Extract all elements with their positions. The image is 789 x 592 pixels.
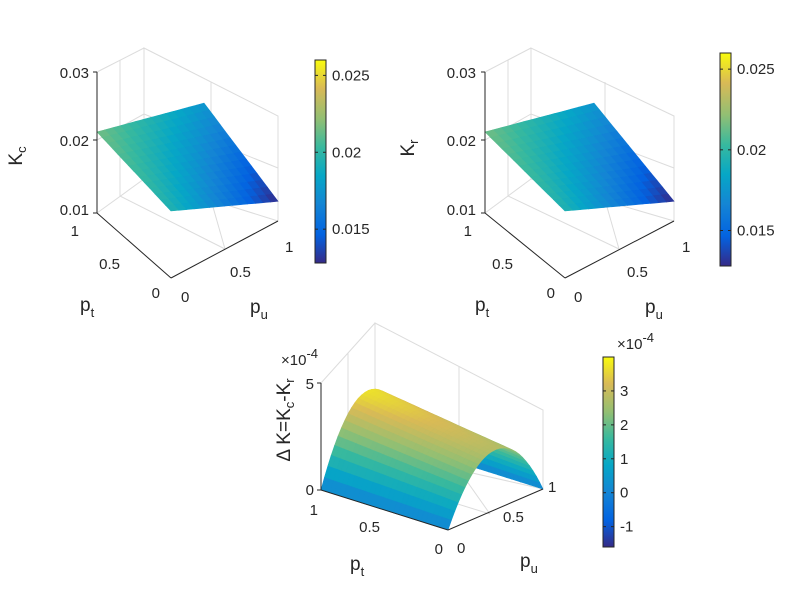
dk-zexp-label: ×10-4 [281, 346, 318, 369]
kc-ztick-label: 0.02 [60, 133, 89, 150]
kr-colorbar-tick-label: 0.02 [737, 142, 766, 159]
panel-kc: 0.03 0.02 0.01 1 0.5 0 0 0.5 1 Kc pt pu … [6, 47, 370, 322]
dk-xtick-label: 0 [435, 541, 443, 558]
kr-xtick-label: 1 [464, 223, 472, 240]
dk-colorbar-fill [602, 356, 615, 548]
dk-colorbar-tick-label: -1 [620, 519, 633, 536]
kr-ytick-label: 0 [574, 289, 582, 306]
dk-ylabel: pu [520, 551, 538, 576]
kc-ytick-label: 0.5 [230, 264, 251, 281]
dk-colorbar-tick-label: 0 [620, 485, 628, 502]
kc-xtick-label: 0.5 [99, 256, 120, 273]
kr-xtick-label: 0 [547, 285, 555, 302]
kc-xlabel: pt [80, 295, 95, 320]
dk-surface [320, 388, 544, 531]
kc-ytick-labels: 0 0.5 1 [181, 239, 293, 306]
kr-colorbar-tick-label: 0.025 [737, 61, 775, 78]
kr-ztick-label: 0.02 [447, 133, 476, 150]
dk-colorbar-tick-label: 2 [620, 417, 628, 434]
dk-zlabel: Δ K=Kc-Kr [274, 378, 297, 462]
kc-colorbar-tick-label: 0.015 [332, 221, 370, 238]
dk-xlabel: pt [350, 554, 365, 579]
dk-colorbar-tick-label: 3 [620, 383, 628, 400]
kr-ytick-labels: 0 0.5 1 [574, 239, 690, 306]
dk-xtick-label: 1 [310, 502, 318, 519]
kc-zlabel: Kc [6, 146, 29, 166]
dk-xtick-label: 0.5 [359, 519, 380, 536]
kc-xtick-label: 0 [152, 285, 160, 302]
dk-ytick-label: 1 [548, 479, 556, 496]
dk-ztick-labels: 5 0 [306, 376, 314, 499]
dk-colorbar: ×10-4 -1 0 1 2 3 [602, 330, 654, 548]
kc-xtick-label: 1 [71, 223, 79, 240]
kc-ztick-label: 0.03 [60, 65, 89, 82]
kr-colorbar: 0.015 0.02 0.025 [719, 52, 775, 267]
dk-ztick-label: 0 [306, 482, 314, 499]
dk-ztick-label: 5 [306, 376, 314, 393]
kr-axes [481, 71, 675, 279]
dk-cbexp-label: ×10-4 [617, 330, 654, 353]
dk-ytick-labels: 0 0.5 1 [457, 479, 556, 557]
dk-axes [317, 382, 544, 531]
kc-colorbar-tick-label: 0.02 [332, 144, 361, 161]
kr-surface [484, 102, 675, 212]
kc-colorbar: 0.015 0.02 0.025 [314, 59, 370, 264]
kc-xtick-labels: 1 0.5 0 [71, 223, 160, 302]
kc-ylabel: pu [250, 297, 268, 322]
kc-colorbar-fill [314, 59, 327, 264]
kc-ytick-label: 1 [285, 239, 293, 256]
kr-ztick-labels: 0.03 0.02 0.01 [447, 65, 476, 219]
kr-surface-patch [558, 204, 574, 212]
kr-ytick-label: 1 [682, 239, 690, 256]
kc-surface-patch [165, 204, 180, 212]
kc-ztick-labels: 0.03 0.02 0.01 [60, 65, 89, 219]
kc-axes [93, 71, 279, 279]
kr-ytick-label: 0.5 [627, 264, 648, 281]
panel-dk: ×10-4 5 0 1 0.5 0 0 0.5 1 Δ K=Kc-Kr pt p… [274, 322, 654, 579]
kr-colorbar-fill [719, 52, 732, 267]
kr-zlabel: Kr [398, 139, 421, 157]
kr-xlabel: pt [475, 295, 490, 320]
kc-surface [96, 102, 279, 212]
kr-xtick-label: 0.5 [492, 256, 513, 273]
dk-colorbar-tick-label: 1 [620, 451, 628, 468]
kr-ztick-label: 0.03 [447, 65, 476, 82]
dk-xtick-labels: 1 0.5 0 [310, 502, 443, 558]
kc-ytick-label: 0 [181, 289, 189, 306]
kc-ztick-label: 0.01 [60, 202, 89, 219]
kr-ylabel: pu [645, 297, 663, 322]
kr-ztick-label: 0.01 [447, 202, 476, 219]
kc-colorbar-tick-label: 0.025 [332, 67, 370, 84]
kr-colorbar-tick-label: 0.015 [737, 223, 775, 240]
dk-ytick-label: 0.5 [503, 509, 524, 526]
panel-kr: 0.03 0.02 0.01 1 0.5 0 0 0.5 1 Kr pt pu … [398, 47, 775, 322]
kr-xtick-labels: 1 0.5 0 [464, 223, 555, 302]
dk-ytick-label: 0 [457, 540, 465, 557]
